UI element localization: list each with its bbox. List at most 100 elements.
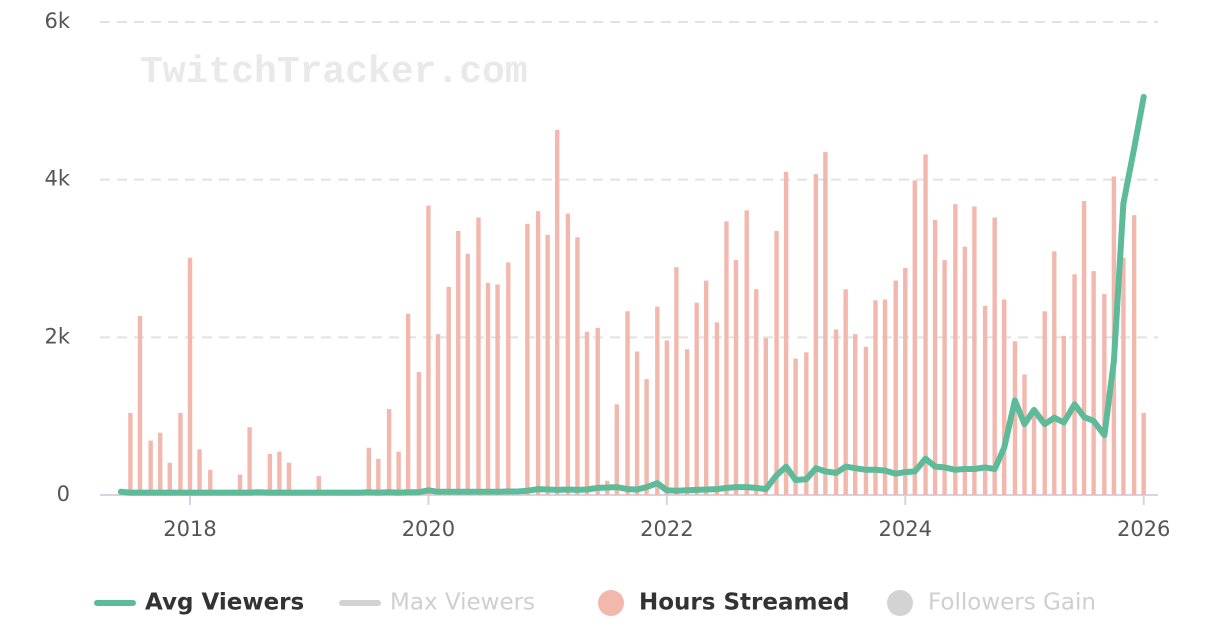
bar	[882, 299, 888, 495]
bar	[476, 217, 481, 496]
bar	[1141, 413, 1146, 495]
bar	[247, 427, 252, 495]
bar	[664, 340, 670, 495]
bar	[1022, 374, 1027, 495]
bar	[655, 306, 660, 495]
bar	[853, 334, 858, 495]
bar	[575, 237, 580, 495]
bar	[783, 171, 789, 496]
bar	[754, 289, 759, 495]
bar	[644, 379, 649, 495]
bar	[843, 289, 848, 495]
bar	[435, 334, 441, 495]
bar	[197, 449, 202, 495]
bar	[1102, 293, 1107, 495]
bar	[554, 130, 560, 496]
bar	[178, 413, 183, 495]
bar	[535, 211, 541, 495]
bar	[923, 154, 928, 495]
bar	[456, 230, 461, 496]
bar	[565, 213, 571, 495]
bar	[823, 152, 828, 495]
bar	[396, 451, 401, 495]
bar	[1072, 274, 1077, 495]
legend-label[interactable]: Avg Viewers	[145, 590, 304, 616]
bar	[1012, 341, 1018, 495]
bar	[525, 223, 530, 495]
bar	[774, 230, 779, 496]
bar	[1002, 299, 1007, 495]
bar	[614, 404, 619, 495]
y-tick-label: 6k	[44, 9, 70, 33]
bar	[972, 206, 977, 495]
bar	[833, 329, 839, 495]
bar	[1031, 408, 1037, 495]
bar	[545, 234, 550, 495]
bar	[405, 313, 411, 495]
watermark: TwitchTracker.com	[140, 51, 528, 94]
bar	[595, 327, 600, 495]
bar	[584, 331, 590, 495]
bar	[684, 349, 690, 495]
bar	[694, 302, 699, 495]
x-tick-label: 2026	[1117, 517, 1170, 541]
line	[117, 93, 1147, 496]
bar	[128, 413, 133, 495]
bar	[506, 262, 511, 495]
bar	[804, 352, 809, 495]
bar	[703, 280, 709, 495]
bar	[982, 305, 988, 495]
bar	[208, 469, 213, 495]
bar	[724, 221, 729, 495]
bar	[813, 174, 819, 496]
bar	[932, 219, 938, 495]
bar	[733, 260, 739, 495]
bar	[953, 204, 958, 496]
bar	[267, 454, 273, 495]
legend-label[interactable]: Max Viewers	[390, 590, 535, 616]
bar	[744, 210, 749, 495]
bar	[714, 322, 720, 495]
x-tick-label: 2022	[640, 517, 693, 541]
bar	[992, 217, 997, 496]
bar	[366, 447, 372, 495]
bar	[416, 372, 422, 495]
bar	[465, 253, 470, 495]
bar	[912, 180, 918, 495]
y-tick-label: 2k	[44, 324, 70, 348]
bar	[1061, 335, 1067, 495]
bar	[625, 311, 630, 495]
y-tick-label: 4k	[44, 167, 70, 191]
bar	[277, 451, 282, 495]
bar	[863, 346, 869, 495]
legend-label[interactable]: Hours Streamed	[639, 590, 850, 616]
bar	[386, 409, 392, 495]
bar	[485, 282, 491, 495]
bar	[1042, 311, 1047, 495]
bar	[674, 267, 679, 495]
x-tick-label: 2020	[402, 517, 455, 541]
bar	[286, 462, 292, 495]
legend-marker	[887, 590, 913, 616]
bar	[376, 458, 381, 495]
y-tick-label: 0	[57, 482, 70, 506]
bar	[962, 246, 968, 495]
bar	[237, 474, 243, 495]
bar	[1131, 215, 1137, 495]
bar	[158, 432, 163, 495]
x-tick-label: 2018	[163, 517, 216, 541]
bar	[1121, 257, 1126, 495]
legend-label[interactable]: Followers Gain	[928, 590, 1096, 616]
bar	[187, 257, 193, 495]
bar	[137, 316, 143, 495]
bar	[426, 205, 431, 495]
bar	[873, 300, 878, 495]
bar	[1081, 200, 1087, 495]
bar	[763, 338, 768, 495]
bar	[634, 351, 640, 495]
bar	[942, 260, 947, 495]
bar	[893, 280, 898, 495]
bar	[1091, 271, 1096, 495]
bar	[495, 284, 500, 495]
